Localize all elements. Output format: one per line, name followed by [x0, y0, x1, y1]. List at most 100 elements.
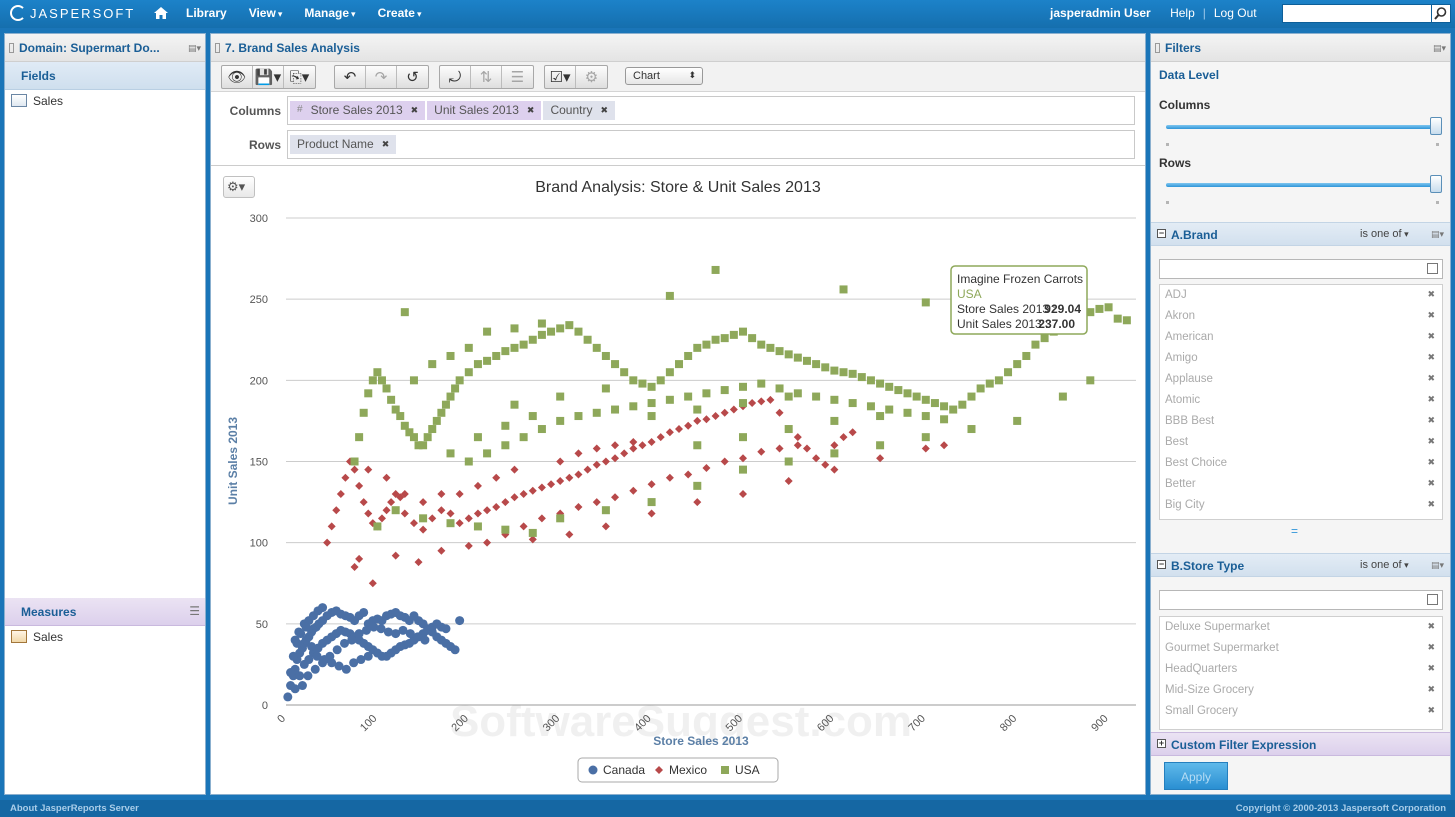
rows-drop-zone[interactable]: Product Name ✖ [287, 130, 1135, 159]
brand-filter-header[interactable]: − A.Brand is one of ▤▾ [1151, 222, 1450, 246]
save-button[interactable]: 💾▾ [253, 66, 284, 88]
nav-library[interactable]: Library [186, 6, 227, 20]
collapse-icon[interactable]: − [1157, 228, 1166, 238]
panel-menu-icon[interactable]: ▤▾ [1432, 43, 1446, 53]
remove-icon[interactable]: ✖ [1427, 310, 1435, 320]
store-filter-search-input[interactable] [1159, 590, 1443, 610]
filter-menu-icon[interactable]: ▤▾ [1430, 560, 1444, 570]
remove-icon[interactable]: ✖ [1427, 684, 1435, 694]
list-item[interactable]: Better ✖ [1160, 474, 1442, 495]
rows-level-handle[interactable] [1430, 175, 1442, 193]
list-item[interactable]: Gourmet Supermarket ✖ [1160, 638, 1442, 659]
undo-button[interactable]: ↶ [335, 66, 366, 88]
about-link[interactable]: About JasperReports Server [10, 803, 139, 814]
list-icon[interactable] [1427, 263, 1438, 274]
custom-filter-header[interactable]: + Custom Filter Expression [1151, 732, 1450, 756]
y-tick-label: 300 [250, 213, 268, 225]
list-item[interactable]: Small Grocery ✖ [1160, 701, 1442, 722]
layout-button[interactable]: ☰ [502, 66, 533, 88]
remove-icon[interactable]: ✖ [1427, 394, 1435, 404]
options-button[interactable]: ☑▾ [545, 66, 576, 88]
list-item[interactable]: Amigo ✖ [1160, 348, 1442, 369]
list-item[interactable]: Big City ✖ [1160, 495, 1442, 516]
list-item[interactable]: Mid-Size Grocery ✖ [1160, 680, 1442, 701]
view-type-select[interactable]: Chart [625, 67, 703, 85]
row-pill-product-name[interactable]: Product Name ✖ [290, 135, 397, 154]
help-link[interactable]: Help [1170, 6, 1195, 20]
view-button[interactable]: 👁 [222, 66, 253, 88]
nav-create[interactable]: Create [378, 6, 422, 20]
columns-level-slider[interactable] [1166, 125, 1436, 129]
column-pill-country[interactable]: Country ✖ [543, 101, 616, 120]
resize-grip-icon[interactable]: = [1291, 524, 1299, 538]
logout-link[interactable]: Log Out [1213, 6, 1257, 20]
remove-icon[interactable]: ✖ [526, 105, 535, 115]
remove-icon[interactable]: ✖ [1427, 499, 1435, 509]
remove-icon[interactable]: ✖ [1427, 289, 1435, 299]
list-item[interactable]: HeadQuarters ✖ [1160, 659, 1442, 680]
panel-menu-icon[interactable]: ▤▾ [187, 43, 201, 53]
panel-collapse-icon[interactable] [215, 43, 220, 53]
collapse-icon[interactable]: − [1157, 559, 1166, 569]
remove-icon[interactable]: ✖ [1427, 478, 1435, 488]
list-item[interactable]: Deluxe Supermarket ✖ [1160, 617, 1442, 638]
list-item[interactable]: Best ✖ [1160, 432, 1442, 453]
nav-manage[interactable]: Manage [304, 6, 355, 20]
list-item[interactable]: Akron ✖ [1160, 306, 1442, 327]
list-item[interactable]: Atomic ✖ [1160, 390, 1442, 411]
data-point [721, 766, 729, 774]
home-icon[interactable] [153, 6, 169, 20]
list-item[interactable]: BBB Best ✖ [1160, 411, 1442, 432]
remove-icon[interactable]: ✖ [1427, 436, 1435, 446]
reset-button[interactable]: ↺ [397, 66, 428, 88]
list-item[interactable]: Best Choice ✖ [1160, 453, 1442, 474]
data-point [720, 334, 729, 343]
store-filter-operator[interactable]: is one of [1360, 559, 1409, 571]
remove-icon[interactable]: ✖ [1427, 352, 1435, 362]
columns-level-handle[interactable] [1430, 117, 1442, 135]
remove-icon[interactable]: ✖ [1427, 705, 1435, 715]
chart-options-button[interactable]: ⚙▾ [223, 176, 255, 198]
jaspersoft-logo[interactable]: JASPERSOFT [10, 5, 135, 21]
list-item-label: Akron [1165, 310, 1196, 322]
remove-icon[interactable]: ✖ [381, 139, 390, 149]
remove-icon[interactable]: ✖ [1427, 373, 1435, 383]
pivot-button[interactable]: ⤾ [440, 66, 471, 88]
expand-icon[interactable]: + [1157, 738, 1166, 748]
export-button[interactable]: ⎘▾ [284, 66, 315, 88]
nav-view[interactable]: View [249, 6, 283, 20]
list-item[interactable]: ADJ ✖ [1160, 285, 1442, 306]
panel-collapse-icon[interactable] [1155, 43, 1160, 53]
brand-filter-search-input[interactable] [1159, 259, 1443, 279]
list-item[interactable]: American ✖ [1160, 327, 1442, 348]
measure-sales[interactable]: Sales [5, 626, 205, 646]
remove-icon[interactable]: ✖ [1427, 621, 1435, 631]
remove-icon[interactable]: ✖ [1427, 457, 1435, 467]
search-input[interactable] [1282, 4, 1432, 23]
search-button[interactable] [1432, 4, 1451, 23]
field-sales[interactable]: Sales [5, 90, 205, 110]
data-point [312, 651, 322, 661]
sort-button[interactable]: ⇅ [471, 66, 502, 88]
store-filter-header[interactable]: − B.Store Type is one of ▤▾ [1151, 553, 1450, 577]
list-item[interactable]: Applause ✖ [1160, 369, 1442, 390]
filter-options-button[interactable]: ⚙ [576, 66, 607, 88]
list-icon[interactable] [1427, 594, 1438, 605]
filter-menu-icon[interactable]: ▤▾ [1430, 229, 1444, 239]
column-pill-unit-sales[interactable]: Unit Sales 2013 ✖ [427, 101, 542, 120]
resize-handle-icon[interactable]: ☰ [189, 604, 200, 618]
panel-collapse-icon[interactable] [9, 43, 14, 53]
remove-icon[interactable]: ✖ [410, 105, 419, 115]
remove-icon[interactable]: ✖ [600, 105, 609, 115]
redo-button[interactable]: ↷ [366, 66, 397, 88]
remove-icon[interactable]: ✖ [1427, 331, 1435, 341]
apply-button[interactable]: Apply [1164, 762, 1228, 790]
data-point [665, 473, 674, 482]
rows-level-slider[interactable] [1166, 183, 1436, 187]
column-pill-store-sales[interactable]: # Store Sales 2013 ✖ [290, 101, 426, 120]
remove-icon[interactable]: ✖ [1427, 642, 1435, 652]
remove-icon[interactable]: ✖ [1427, 663, 1435, 673]
remove-icon[interactable]: ✖ [1427, 415, 1435, 425]
columns-drop-zone[interactable]: # Store Sales 2013 ✖ Unit Sales 2013 ✖ C… [287, 96, 1135, 125]
brand-filter-operator[interactable]: is one of [1360, 228, 1409, 240]
